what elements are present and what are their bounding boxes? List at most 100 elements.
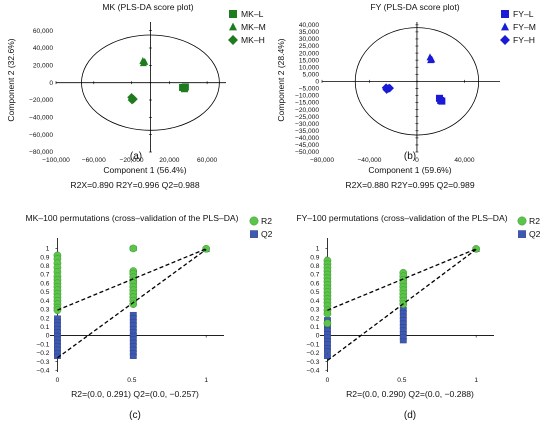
y-tick-label: 0.3	[310, 307, 319, 314]
y-tick-label: −40,000	[295, 135, 319, 142]
y-tick-label: 0.3	[40, 307, 49, 314]
x-tick-label: −80,000	[310, 157, 334, 164]
panel-b-label: (b)	[404, 151, 416, 162]
data-point	[180, 85, 188, 93]
y-tick-label: −15,000	[295, 100, 319, 107]
y-tick-label: −35,000	[295, 128, 319, 135]
r2-point	[129, 300, 138, 308]
panel-b-metrics: R2X=0.880 R2Y=0.995 Q2=0.989	[345, 180, 474, 190]
y-tick-label: −20,000	[295, 107, 319, 114]
legend-label: FY–M	[513, 22, 536, 32]
legend-marker	[229, 10, 237, 18]
panel-a-points	[127, 57, 189, 105]
x-tick-label: 0	[326, 377, 330, 384]
y-tick-label: 0.2	[310, 315, 319, 322]
panel-c-metrics: R2=(0.0, 0.291) Q2=(0.0, −0.257)	[71, 389, 199, 399]
y-tick-label: 40,000	[299, 22, 320, 29]
q2-point	[399, 338, 407, 344]
r2-point	[323, 309, 332, 318]
legend-label: MK–H	[241, 35, 265, 45]
legend-label: MK–L	[241, 9, 264, 19]
panel-a-legend: MK–L MK–M MK–H	[228, 9, 266, 45]
y-tick-label: 1	[316, 246, 320, 253]
panel-c-plot: 0 0.5 1 −0.4−0.3−0.2−0.100.10.20.30.40.50.…	[36, 238, 224, 384]
y-tick-label: 60,000	[33, 28, 54, 35]
y-tick-label: 0	[315, 79, 319, 86]
y-tick-label: 0.5	[40, 289, 49, 296]
q2-point	[324, 348, 331, 354]
legend-marker	[500, 35, 510, 45]
y-tick-label: 5,000	[302, 71, 319, 78]
x-tick-label: 0.5	[127, 377, 136, 384]
legend-label: FY–L	[513, 9, 534, 19]
panel-a-metrics: R2X=0.890 R2Y=0.996 Q2=0.988	[70, 180, 199, 190]
panel-b-legend: FY–L FY–M FY–H	[500, 9, 536, 45]
regression-line-q2	[57, 248, 207, 359]
panel-a-plot: −100,000 −60,000 −20,000 20,000 60,000 −80,0…	[29, 22, 226, 164]
r2-point	[323, 319, 332, 328]
y-tick-label: −0.1	[306, 341, 319, 348]
y-tick-label: −50,000	[295, 149, 319, 156]
regression-line-r2	[57, 248, 207, 311]
y-tick-label: 25,000	[299, 43, 320, 50]
panel-c-regression-lines	[57, 248, 207, 359]
panel-b-y-ticks: −50,000−45,000−40,000−35,000−30,000−25,0…	[295, 22, 419, 156]
panel-c-permutation-plot: MK–100 permutations (cross–validation of…	[25, 213, 272, 421]
x-tick-label: 1	[204, 377, 208, 384]
panel-b-x-ticks: −80,000 −40,000 0 40,000	[310, 79, 475, 164]
y-tick-label: 20,000	[33, 63, 54, 70]
y-tick-label: 0.8	[40, 263, 49, 270]
panel-a-title: MK (PLS-DA score plot)	[102, 2, 193, 12]
x-tick-label: 0.5	[397, 377, 406, 384]
q2-point	[54, 353, 61, 359]
panel-d-permutation-plot: FY–100 permutations (cross–validation of…	[296, 213, 540, 421]
y-tick-label: −0.4	[36, 367, 49, 374]
regression-line-r2	[327, 248, 477, 311]
y-tick-label: −40,000	[29, 115, 53, 122]
y-tick-label: −5,000	[299, 86, 320, 93]
y-tick-label: −10,000	[295, 93, 319, 100]
legend-r2-marker	[517, 216, 527, 226]
y-tick-label: −0.1	[36, 341, 49, 348]
y-tick-label: 0.1	[40, 324, 49, 331]
y-tick-label: 30,000	[299, 36, 320, 43]
y-tick-label: −80,000	[29, 149, 53, 156]
x-tick-label: −20,000	[120, 157, 144, 164]
legend-r2-label: R2	[529, 216, 540, 226]
y-tick-label: −25,000	[295, 114, 319, 121]
r2-point	[53, 306, 62, 315]
y-tick-label: −45,000	[295, 142, 319, 149]
x-tick-label: 60,000	[197, 157, 218, 164]
data-point	[127, 95, 137, 105]
panel-a-label: (a)	[130, 151, 142, 162]
y-tick-label: 0.9	[310, 254, 319, 261]
q2-point	[324, 353, 331, 359]
x-tick-label: 1	[474, 377, 478, 384]
y-tick-label: 0	[49, 80, 53, 87]
panel-b-plot: −80,000 −40,000 0 40,000 −50,000−45,000−40,…	[295, 22, 500, 164]
legend-label: MK–M	[241, 22, 266, 32]
y-tick-label: 10,000	[299, 64, 320, 71]
y-tick-label: 0	[316, 333, 320, 340]
legend-marker	[229, 22, 237, 31]
y-tick-label: 0.6	[310, 280, 319, 287]
legend-r2-label: R2	[261, 216, 272, 226]
panel-c-y-ticks: −0.4−0.3 −0.2 −0.10 0.1 0.20.3 0.4 0.5 0.60.7 0.…	[36, 246, 58, 374]
y-tick-label: 0.4	[40, 298, 49, 305]
y-tick-label: 0.8	[310, 263, 319, 270]
x-tick-label: −100,000	[42, 157, 70, 164]
panel-d-points	[323, 245, 481, 359]
panel-c-points	[53, 244, 211, 359]
y-tick-label: 0.6	[40, 280, 49, 287]
y-tick-label: 0.7	[310, 272, 319, 279]
panel-a-y-ticks: −80,000 −60,000 −40,000 −20,000 0 20,000 40,00…	[29, 28, 152, 156]
y-tick-label: 1	[46, 246, 50, 253]
y-tick-label: −0.3	[306, 359, 319, 366]
y-tick-label: 20,000	[299, 50, 320, 57]
y-tick-label: 0.4	[310, 298, 319, 305]
panel-a-score-plot: MK (PLS-DA score plot) −100,000 −60,000 −2…	[6, 2, 266, 190]
y-tick-label: −0.3	[36, 359, 49, 366]
q2-point	[129, 353, 137, 359]
data-point	[385, 83, 394, 93]
